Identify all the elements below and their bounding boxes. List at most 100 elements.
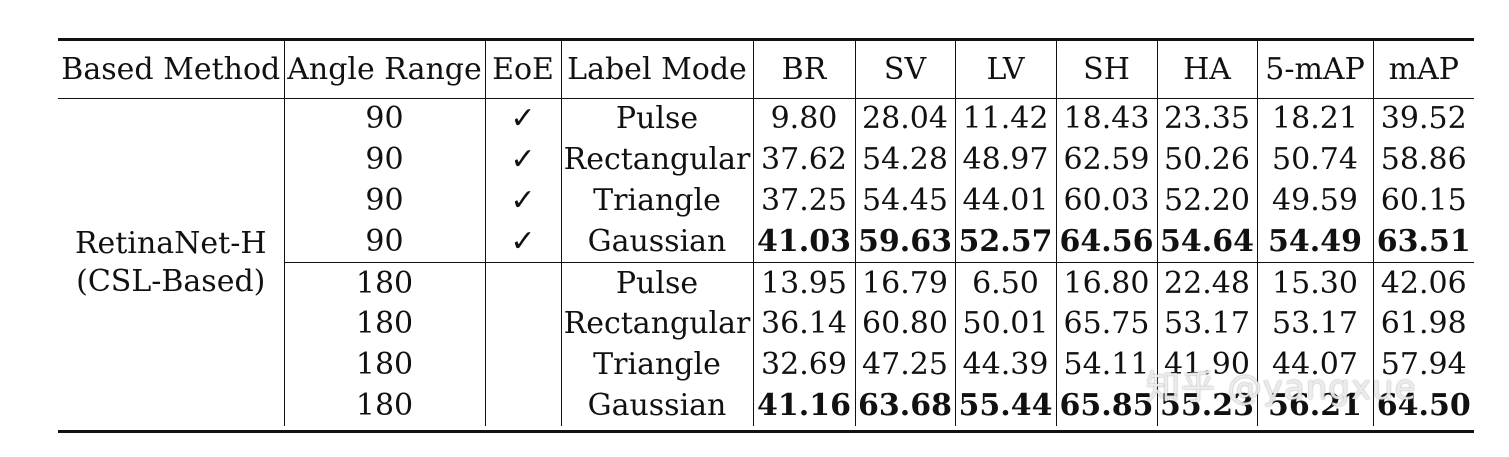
header-lv: LV (955, 38, 1057, 99)
label-mode-cell: Triangle (561, 180, 754, 222)
table-body: RetinaNet-H (CSL-Based) 90 ✓ Pulse 9.80 28.04 1… (58, 98, 1474, 427)
label-mode-cell: Pulse (561, 262, 754, 304)
sv-value-cell: 16.79 (855, 262, 956, 304)
lv-value-cell: 44.01 (955, 180, 1057, 222)
eoe-checkmark-cell (485, 303, 562, 345)
5-map-value-cell: 56.21 (1257, 385, 1374, 427)
br-value-cell: 41.03 (753, 221, 856, 263)
angle-range-cell: 180 (284, 385, 486, 427)
header-eoe: EoE (485, 38, 562, 99)
header-map: mAP (1373, 38, 1474, 99)
table-row: 90 ✓ Rectangular 37.62 54.28 48.97 62.59 50.26 5… (58, 139, 1474, 181)
map-value-cell: 42.06 (1373, 262, 1474, 304)
lv-value-cell: 55.44 (955, 385, 1057, 427)
label-mode-cell: Triangle (561, 344, 754, 386)
header-5-map: 5-mAP (1257, 38, 1374, 99)
angle-range-cell: 180 (284, 262, 486, 304)
sv-value-cell: 60.80 (855, 303, 956, 345)
table-row: 180 Triangle 32.69 47.25 44.39 54.11 41.90 44.0… (58, 344, 1474, 386)
sh-value-cell: 65.85 (1056, 385, 1158, 427)
eoe-checkmark-cell (485, 262, 562, 304)
results-table: Based Method Angle Range EoE Label Mode … (58, 38, 1474, 427)
ha-value-cell: 41.90 (1157, 344, 1258, 386)
sh-value-cell: 62.59 (1056, 139, 1158, 181)
sh-value-cell: 65.75 (1056, 303, 1158, 345)
5-map-value-cell: 50.74 (1257, 139, 1374, 181)
lv-value-cell: 11.42 (955, 98, 1057, 140)
eoe-checkmark-cell: ✓ (485, 221, 562, 263)
br-value-cell: 36.14 (753, 303, 856, 345)
5-map-value-cell: 44.07 (1257, 344, 1374, 386)
label-mode-cell: Gaussian (561, 385, 754, 427)
map-value-cell: 39.52 (1380, 101, 1467, 137)
eoe-checkmark-cell: ✓ (485, 98, 562, 140)
ha-value-cell: 55.23 (1157, 385, 1258, 427)
sv-value-cell: 54.28 (855, 139, 956, 181)
results-table-container: Based Method Angle Range EoE Label Mode … (58, 38, 1474, 433)
lv-value-cell: 6.50 (955, 262, 1057, 304)
5-map-value-cell: 53.17 (1257, 303, 1374, 345)
table-row: 180 Pulse 13.95 16.79 6.50 16.80 22.48 15.30 42.… (58, 262, 1474, 304)
angle-range-cell: 90 (284, 221, 486, 263)
sh-value-cell: 60.03 (1056, 180, 1158, 222)
eoe-checkmark-cell: ✓ (485, 139, 562, 181)
table-top-rule (58, 38, 1474, 41)
header-row: Based Method Angle Range EoE Label Mode … (58, 38, 1474, 99)
br-value-cell: 37.25 (753, 180, 856, 222)
ha-value-cell: 50.26 (1157, 139, 1258, 181)
lv-value-cell: 52.57 (955, 221, 1057, 263)
table-row: 180 Gaussian 41.16 63.68 55.44 65.85 55.23 56.2… (58, 385, 1474, 427)
br-value-cell: 32.69 (753, 344, 856, 386)
sh-value-cell: 18.43 (1056, 98, 1158, 140)
table-row: 180 Rectangular 36.14 60.80 50.01 65.75 53.17 5… (58, 303, 1474, 345)
lv-value-cell: 50.01 (955, 303, 1057, 345)
table-row: RetinaNet-H (CSL-Based) 90 ✓ Pulse 9.80 28.04 1… (58, 98, 1474, 427)
sh-value-cell: 54.11 (1056, 344, 1158, 386)
table-bottom-rule (58, 430, 1474, 433)
map-value-cell: 57.94 (1380, 347, 1467, 383)
header-sh: SH (1056, 38, 1158, 99)
angle-range-cell: 180 (284, 344, 486, 386)
angle-range-cell: 90 (284, 180, 486, 222)
table-row: 90 ✓ Gaussian 41.03 59.63 52.57 64.56 54.64 54.4… (58, 221, 1474, 263)
sh-value-cell: 16.80 (1056, 262, 1158, 304)
angle-range-cell: 90 (284, 139, 486, 181)
map-value-cell: 63.51 (1376, 223, 1471, 259)
label-mode-cell: Rectangular (561, 139, 754, 181)
method-name: RetinaNet-H (74, 225, 267, 261)
sv-value-cell: 28.04 (855, 98, 956, 140)
sv-value-cell: 59.63 (855, 221, 956, 263)
header-label-mode: Label Mode (561, 38, 754, 99)
ha-value-cell: 54.64 (1157, 221, 1258, 263)
angle-range-cell: 180 (284, 303, 486, 345)
sv-value-cell: 47.25 (855, 344, 956, 386)
5-map-value-cell: 15.30 (1257, 262, 1374, 304)
map-value-cell: 60.15 (1380, 182, 1467, 218)
angle-range-cell: 90 (284, 98, 486, 140)
label-mode-cell: Rectangular (561, 303, 754, 345)
header-sv: SV (855, 38, 956, 99)
method-cell: RetinaNet-H (CSL-Based) (58, 98, 285, 427)
ha-value-cell: 23.35 (1157, 98, 1258, 140)
header-br: BR (753, 38, 856, 99)
lv-value-cell: 44.39 (955, 344, 1057, 386)
map-value-cell: 58.86 (1380, 142, 1467, 178)
5-map-value-cell: 54.49 (1257, 221, 1374, 263)
table-row: 90 ✓ Triangle 37.25 54.45 44.01 60.03 52.20 49.5… (58, 180, 1474, 222)
map-value-cell: 64.50 (1376, 387, 1471, 423)
method-subtitle: (CSL-Based) (76, 263, 266, 299)
label-mode-cell: Pulse (561, 98, 754, 140)
ha-value-cell: 22.48 (1157, 262, 1258, 304)
sv-value-cell: 63.68 (855, 385, 956, 427)
br-value-cell: 13.95 (753, 262, 856, 304)
br-value-cell: 9.80 (753, 98, 856, 140)
header-based-method: Based Method (58, 38, 285, 99)
label-mode-cell: Gaussian (561, 221, 754, 263)
lv-value-cell: 48.97 (955, 139, 1057, 181)
eoe-checkmark-cell (485, 344, 562, 386)
map-value-cell: 61.98 (1380, 306, 1467, 342)
sh-value-cell: 64.56 (1056, 221, 1158, 263)
br-value-cell: 41.16 (753, 385, 856, 427)
ha-value-cell: 52.20 (1157, 180, 1258, 222)
sv-value-cell: 54.45 (855, 180, 956, 222)
